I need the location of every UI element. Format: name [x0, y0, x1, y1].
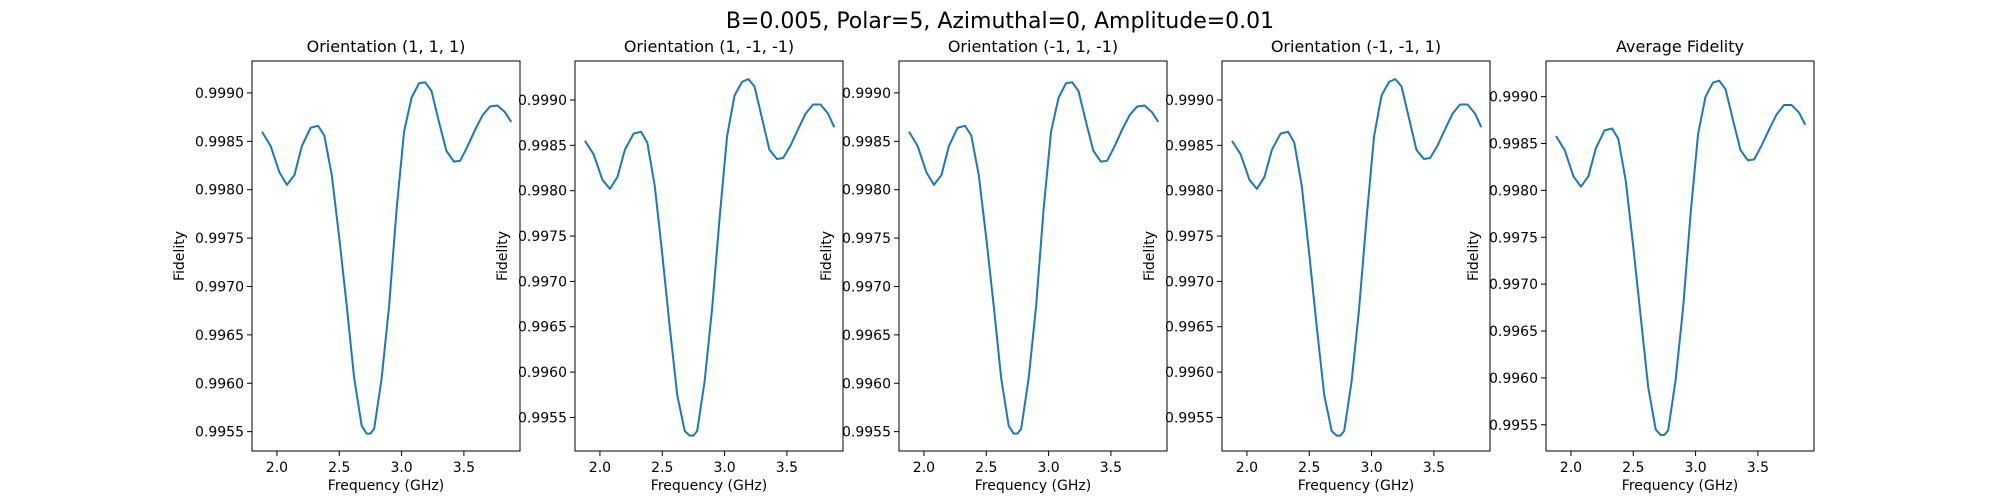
y-tick-label: 0.9955: [1489, 418, 1538, 434]
y-axis-label: Fidelity: [819, 231, 835, 281]
x-tick-label: 2.0: [1560, 460, 1582, 476]
y-tick-label: 0.9955: [842, 425, 891, 441]
panel-title: Orientation (1, -1, -1): [624, 37, 794, 56]
x-tick-label: 2.5: [1298, 460, 1320, 476]
y-tick-label: 0.9955: [1165, 410, 1214, 426]
panel-5: Average Fidelity 2.0 2.5 3.0 3.5 0.9955 0.9960…: [1466, 37, 1815, 494]
x-tick-label: 2.0: [266, 460, 288, 476]
y-tick-label: 0.9960: [195, 376, 244, 392]
y-tick-label: 0.9960: [518, 365, 567, 381]
x-axis-label: Frequency (GHz): [328, 478, 444, 494]
y-tick-label: 0.9990: [842, 86, 891, 102]
x-tick-label: 3.5: [1423, 460, 1445, 476]
y-axis-label: Fidelity: [1142, 231, 1158, 281]
x-tick-label: 3.0: [1037, 460, 1059, 476]
y-tick-label: 0.9980: [842, 183, 891, 199]
x-axis-label: Frequency (GHz): [1298, 478, 1414, 494]
y-tick-label: 0.9955: [518, 410, 567, 426]
x-tick-label: 3.0: [1360, 460, 1382, 476]
y-tick-label: 0.9990: [518, 93, 567, 109]
y-tick-label: 0.9990: [1489, 90, 1538, 106]
x-tick-label: 3.5: [776, 460, 798, 476]
y-axis-label: Fidelity: [495, 231, 511, 281]
plot-frame: [251, 60, 521, 452]
plot-frame: [1545, 60, 1815, 452]
y-tick-label: 0.9970: [842, 279, 891, 295]
y-tick-label: 0.9985: [1165, 138, 1214, 154]
x-tick-label: 2.0: [589, 460, 611, 476]
y-tick-label: 0.9955: [195, 425, 244, 441]
fidelity-curve: [908, 81, 1160, 435]
x-axis-label: Frequency (GHz): [975, 478, 1091, 494]
y-tick-label: 0.9990: [1165, 93, 1214, 109]
fidelity-curve: [584, 78, 836, 437]
y-tick-label: 0.9985: [842, 134, 891, 150]
y-tick-label: 0.9980: [1489, 183, 1538, 199]
y-tick-label: 0.9965: [1165, 320, 1214, 336]
y-tick-label: 0.9985: [1489, 137, 1538, 153]
x-tick-label: 2.5: [975, 460, 997, 476]
y-tick-label: 0.9975: [518, 229, 567, 245]
panel-3: Orientation (-1, 1, -1) 2.0 2.5 3.0 3.5 0.995…: [819, 37, 1168, 494]
y-tick-label: 0.9975: [842, 231, 891, 247]
x-tick-label: 3.0: [390, 460, 412, 476]
x-axis-label: Frequency (GHz): [651, 478, 767, 494]
x-tick-label: 2.0: [913, 460, 935, 476]
y-tick-label: 0.9970: [1489, 277, 1538, 293]
figure-suptitle: B=0.005, Polar=5, Azimuthal=0, Amplitude…: [726, 9, 1274, 34]
y-tick-label: 0.9980: [518, 184, 567, 200]
panel-title: Orientation (1, 1, 1): [307, 37, 466, 56]
y-tick-label: 0.9985: [195, 134, 244, 150]
y-tick-label: 0.9965: [842, 328, 891, 344]
panel-2: Orientation (1, -1, -1) 2.0 2.5 3.0 3.5 0.995…: [495, 37, 844, 494]
plot-frame: [898, 60, 1168, 452]
y-tick-label: 0.9960: [1165, 365, 1214, 381]
fidelity-curve: [1231, 78, 1483, 437]
x-tick-label: 2.5: [651, 460, 673, 476]
y-axis-label: Fidelity: [1466, 231, 1482, 281]
plot-frame: [574, 60, 844, 452]
x-tick-label: 3.5: [1100, 460, 1122, 476]
y-tick-label: 0.9980: [1165, 184, 1214, 200]
y-tick-label: 0.9980: [195, 183, 244, 199]
x-tick-label: 3.0: [1684, 460, 1706, 476]
y-tick-label: 0.9975: [195, 231, 244, 247]
y-tick-label: 0.9970: [195, 279, 244, 295]
y-tick-label: 0.9990: [195, 86, 244, 102]
y-tick-label: 0.9975: [1489, 230, 1538, 246]
x-tick-label: 3.5: [1747, 460, 1769, 476]
x-tick-label: 3.0: [713, 460, 735, 476]
y-tick-label: 0.9975: [1165, 229, 1214, 245]
y-tick-label: 0.9965: [1489, 324, 1538, 340]
x-tick-label: 2.5: [328, 460, 350, 476]
panel-title: Orientation (-1, 1, -1): [948, 37, 1118, 56]
panel-1: Orientation (1, 1, 1) 2.0 2.5 3.0 3.5 0.9955 0…: [172, 37, 521, 494]
panels: Orientation (1, 1, 1) 2.0 2.5 3.0 3.5 0.9955 0…: [172, 37, 1815, 494]
y-axis-label: Fidelity: [172, 231, 188, 281]
y-tick-label: 0.9970: [1165, 274, 1214, 290]
panel-title: Average Fidelity: [1616, 37, 1744, 56]
y-tick-label: 0.9965: [518, 320, 567, 336]
fidelity-curve: [261, 81, 513, 435]
y-tick-label: 0.9985: [518, 138, 567, 154]
x-axis-label: Frequency (GHz): [1622, 478, 1738, 494]
panel-4: Orientation (-1, -1, 1) 2.0 2.5 3.0 3.5 0.995…: [1142, 37, 1491, 494]
x-tick-label: 3.5: [453, 460, 475, 476]
panel-title: Orientation (-1, -1, 1): [1271, 37, 1441, 56]
y-tick-label: 0.9970: [518, 274, 567, 290]
x-tick-label: 2.0: [1236, 460, 1258, 476]
plot-frame: [1221, 60, 1491, 452]
x-tick-label: 2.5: [1622, 460, 1644, 476]
y-tick-label: 0.9965: [195, 328, 244, 344]
y-tick-label: 0.9960: [842, 376, 891, 392]
fidelity-curve: [1555, 79, 1807, 437]
y-tick-label: 0.9960: [1489, 371, 1538, 387]
